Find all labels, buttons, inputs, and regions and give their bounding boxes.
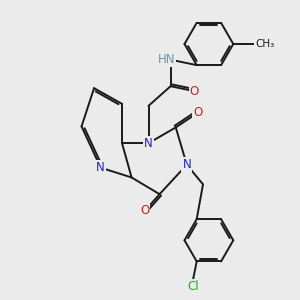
Text: O: O [193,106,203,119]
Text: O: O [190,85,199,98]
Text: N: N [144,136,153,150]
Text: O: O [140,204,149,218]
Text: N: N [182,158,191,171]
Text: N: N [96,161,105,174]
Text: Cl: Cl [187,280,199,293]
Text: CH₃: CH₃ [255,39,274,49]
Text: HN: HN [158,53,175,66]
